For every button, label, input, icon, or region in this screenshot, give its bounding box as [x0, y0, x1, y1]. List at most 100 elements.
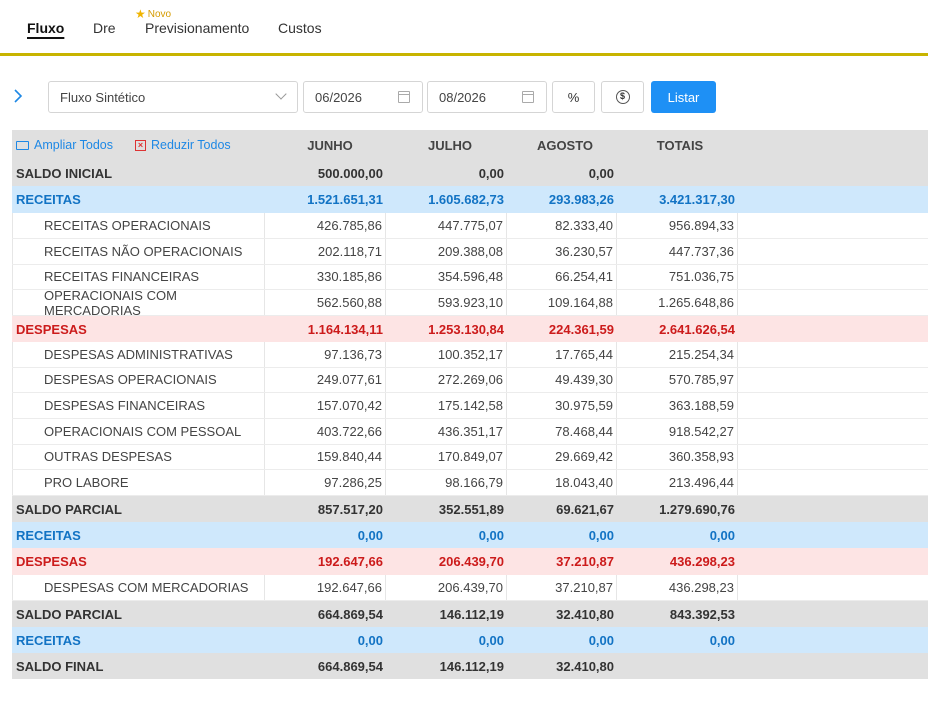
cell-julho: 0,00	[478, 527, 504, 543]
cell-agosto: 30.975,59	[507, 393, 617, 418]
cell-julho: 170.849,07	[386, 444, 507, 469]
cell-agosto: 32.410,80	[556, 606, 614, 622]
collapse-all-label: Reduzir Todos	[150, 138, 231, 152]
cell-totais: 447.737,36	[617, 239, 738, 264]
cell-julho: 209.388,08	[386, 239, 507, 264]
cell-agosto: 18.043,40	[507, 470, 617, 495]
cell-junho: 97.136,73	[265, 342, 386, 367]
report-type-select[interactable]: Fluxo Sintético	[48, 81, 298, 113]
row-label: DESPESAS COM MERCADORIAS	[12, 574, 265, 600]
cell-julho: 146.112,19	[439, 606, 504, 622]
cell-julho: 0,00	[478, 165, 504, 181]
cell-totais: 436.298,23	[617, 574, 738, 600]
chevron-right-icon[interactable]	[13, 88, 27, 106]
table-row: RECEITAS 0,00 0,00 0,00 0,00	[12, 627, 928, 653]
cell-totais: 956.894,33	[617, 213, 738, 238]
cell-totais: 436.298,23	[669, 553, 735, 569]
list-button[interactable]: Listar	[651, 81, 716, 113]
table-row: OPERACIONAIS COM MERCADORIAS 562.560,88 59…	[12, 288, 928, 318]
cell-agosto: 293.983,26	[548, 192, 614, 207]
column-header-totais: TOTAIS	[656, 137, 704, 153]
cell-julho: 0,00	[478, 632, 504, 648]
row-label: DESPESAS OPERACIONAIS	[12, 367, 265, 392]
tab-fluxo[interactable]: Fluxo	[27, 20, 65, 36]
cell-junho: 159.840,44	[265, 444, 386, 469]
cell-agosto: 49.439,30	[507, 367, 617, 392]
cell-agosto: 17.765,44	[507, 342, 617, 367]
cell-junho: 249.077,61	[265, 367, 386, 392]
cell-totais: 3.421.317,30	[659, 192, 735, 207]
cell-agosto: 69.621,67	[556, 501, 614, 517]
cell-totais: 2.641.626,54	[659, 321, 735, 337]
close-box-icon: ×	[134, 139, 146, 151]
table-row: OPERACIONAIS COM PESSOAL 403.722,66 436.35…	[12, 419, 928, 445]
table-row: RECEITAS 1.521.651,31 1.605.682,73 293.983,…	[12, 186, 928, 213]
cell-totais: 215.254,34	[617, 342, 738, 367]
row-label[interactable]: RECEITAS	[16, 527, 81, 543]
row-label[interactable]: SALDO FINAL	[16, 658, 104, 674]
cell-junho: 664.869,54	[317, 658, 383, 674]
row-label: DESPESAS FINANCEIRAS	[12, 393, 265, 418]
tab-dre[interactable]: Dre	[93, 20, 116, 36]
cell-totais: 1.265.648,86	[617, 290, 738, 315]
cell-julho: 98.166,79	[386, 470, 507, 495]
cell-totais: 751.036,75	[617, 264, 738, 289]
expand-all-label: Ampliar Todos	[34, 138, 113, 152]
cell-junho: 857.517,20	[317, 501, 383, 517]
table-body: SALDO INICIAL 500.000,00 0,00 0,00 RECEITAS 1…	[12, 160, 928, 679]
row-label[interactable]: DESPESAS	[16, 321, 87, 337]
cell-junho: 202.118,71	[265, 239, 386, 264]
cell-agosto: 82.333,40	[507, 213, 617, 238]
expand-collapse-links: Ampliar Todos × Reduzir Todos	[12, 130, 265, 160]
row-label: OPERACIONAIS COM MERCADORIAS	[12, 288, 265, 318]
report-type-value: Fluxo Sintético	[60, 90, 146, 105]
folder-open-icon	[16, 140, 29, 150]
table-row: RECEITAS FINANCEIRAS 330.185,86 354.596,48…	[12, 264, 928, 290]
cell-totais: 363.188,59	[617, 393, 738, 418]
cell-junho: 500.000,00	[317, 165, 383, 181]
percent-label: %	[567, 89, 580, 105]
collapse-all-link[interactable]: × Reduzir Todos	[134, 138, 231, 152]
table-row: DESPESAS ADMINISTRATIVAS 97.136,73 100.352…	[12, 342, 928, 368]
cell-totais: 570.785,97	[617, 367, 738, 392]
cell-agosto: 0,00	[588, 165, 614, 181]
cell-julho: 593.923,10	[386, 290, 507, 315]
table-row: PRO LABORE 97.286,25 98.166,79 18.043,40 213…	[12, 470, 928, 496]
cell-julho: 175.142,58	[386, 393, 507, 418]
cell-junho: 192.647,66	[265, 574, 386, 600]
cell-agosto: 78.468,44	[507, 419, 617, 444]
cell-julho: 206.439,70	[386, 574, 507, 600]
chevron-down-icon	[275, 88, 287, 100]
table-row: RECEITAS OPERACIONAIS 426.785,86 447.775,0…	[12, 213, 928, 239]
table-row: DESPESAS 1.164.134,11 1.253.130,84 224.361,…	[12, 316, 928, 342]
date-to-input[interactable]: 08/2026	[427, 81, 547, 113]
table-row: SALDO INICIAL 500.000,00 0,00 0,00	[12, 160, 928, 186]
date-from-input[interactable]: 06/2026	[303, 81, 423, 113]
row-label[interactable]: SALDO PARCIAL	[16, 606, 122, 622]
row-label[interactable]: RECEITAS	[16, 192, 81, 207]
percent-button[interactable]: %	[552, 81, 595, 113]
tab-previsionamento[interactable]: Previsionamento	[145, 20, 250, 36]
cell-junho: 664.869,54	[317, 606, 383, 622]
star-icon: ★	[135, 7, 146, 21]
cell-junho: 0,00	[357, 632, 383, 648]
table-row: DESPESAS OPERACIONAIS 249.077,61 272.269,0…	[12, 367, 928, 393]
table-row: SALDO PARCIAL 857.517,20 352.551,89 69.621,…	[12, 496, 928, 522]
tab-custos[interactable]: Custos	[278, 20, 322, 36]
cell-junho: 426.785,86	[265, 213, 386, 238]
row-label[interactable]: DESPESAS	[16, 553, 87, 569]
currency-button[interactable]: $	[601, 81, 644, 113]
date-from-value: 06/2026	[315, 90, 362, 105]
row-label: DESPESAS ADMINISTRATIVAS	[12, 342, 265, 367]
cell-julho: 447.775,07	[386, 213, 507, 238]
row-label[interactable]: SALDO INICIAL	[16, 165, 113, 181]
cell-totais	[617, 653, 738, 679]
calendar-icon	[398, 91, 410, 103]
table-row: SALDO PARCIAL 664.869,54 146.112,19 32.410,…	[12, 601, 928, 627]
expand-all-link[interactable]: Ampliar Todos	[16, 138, 113, 152]
cell-julho: 1.605.682,73	[428, 192, 504, 207]
cell-junho: 562.560,88	[265, 290, 386, 315]
row-label[interactable]: SALDO PARCIAL	[16, 501, 122, 517]
row-label[interactable]: RECEITAS	[16, 632, 81, 648]
column-header-junho: JUNHO	[307, 137, 353, 153]
